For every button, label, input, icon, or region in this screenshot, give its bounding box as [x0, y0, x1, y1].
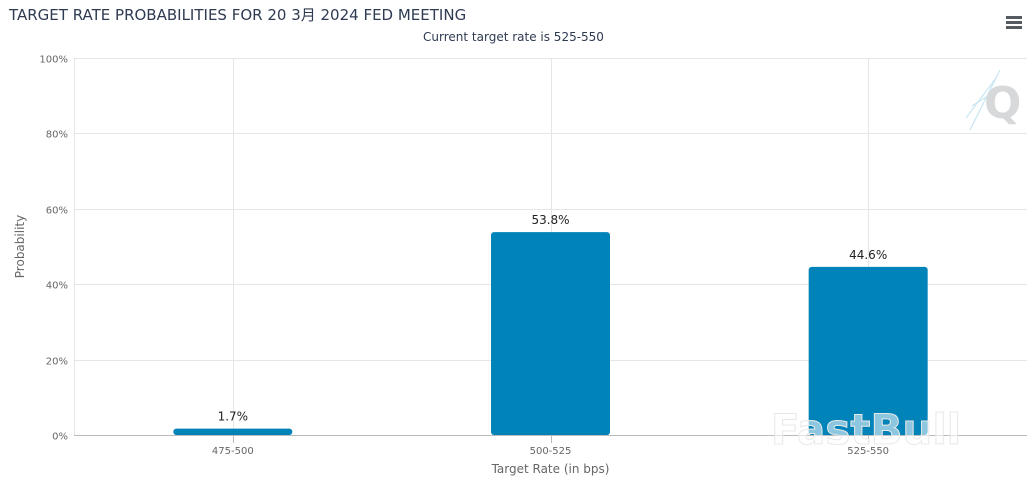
axis-layer: 0% 20% 40% 60% 80% 100% 475-500 500-525 525-550 T… — [13, 55, 1027, 476]
bar — [173, 428, 293, 435]
chart-subtitle: Current target rate is 525-550 — [423, 30, 604, 44]
watermark-layer: Q — [965, 69, 1021, 131]
y-tick-label: 0% — [52, 432, 68, 443]
x-axis-title: Target Rate (in bps) — [491, 462, 610, 476]
x-tick-label: 475-500 — [212, 446, 254, 457]
fastbull-watermark: FastBull — [771, 405, 961, 454]
bar — [491, 232, 610, 435]
y-tick-label: 80% — [46, 130, 68, 141]
data-label: 1.7% — [218, 410, 249, 424]
y-tick-label: 100% — [39, 55, 68, 66]
q-logo-letter: Q — [984, 78, 1021, 129]
labels-layer: 1.7% 53.8% 44.6% — [218, 213, 888, 423]
chart-title: TARGET RATE PROBABILITIES FOR 20 3月 2024… — [9, 6, 467, 24]
menu-line — [1006, 21, 1022, 24]
menu-line — [1006, 16, 1022, 19]
bar — [808, 266, 928, 435]
bars-layer — [173, 232, 928, 435]
x-tick-label: 525-550 — [847, 446, 889, 457]
menu-line — [1006, 26, 1022, 29]
y-tick-label: 20% — [46, 357, 68, 368]
hamburger-menu-icon[interactable] — [1004, 13, 1024, 31]
data-label: 44.6% — [849, 248, 887, 262]
x-tick-label: 500-525 — [530, 446, 572, 457]
y-tick-label: 40% — [46, 281, 68, 292]
data-label: 53.8% — [531, 213, 569, 227]
y-tick-label: 60% — [46, 206, 68, 217]
q-logo-watermark: Q — [965, 69, 1021, 131]
y-axis-title: Probability — [13, 215, 27, 278]
